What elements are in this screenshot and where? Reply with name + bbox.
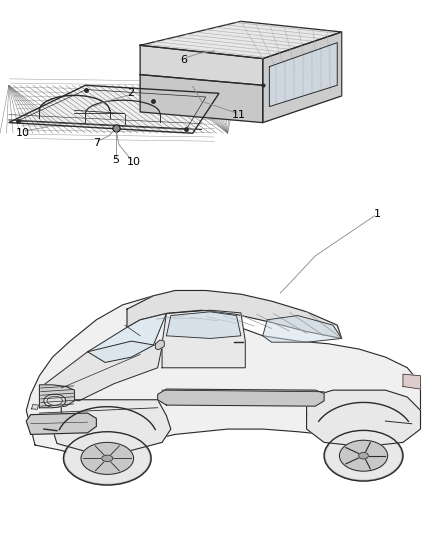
Ellipse shape: [64, 432, 151, 485]
Polygon shape: [39, 385, 74, 408]
Polygon shape: [166, 312, 241, 338]
Polygon shape: [155, 340, 164, 350]
Polygon shape: [44, 341, 162, 401]
Polygon shape: [140, 45, 263, 85]
Polygon shape: [403, 374, 420, 389]
Polygon shape: [53, 400, 171, 452]
Polygon shape: [140, 75, 263, 123]
Polygon shape: [140, 21, 342, 59]
Ellipse shape: [359, 453, 368, 459]
Text: 2: 2: [127, 88, 134, 98]
Ellipse shape: [326, 433, 401, 479]
Text: 1: 1: [374, 209, 381, 219]
Ellipse shape: [324, 431, 403, 481]
Text: 6: 6: [180, 55, 187, 64]
Polygon shape: [263, 32, 342, 123]
Polygon shape: [307, 390, 420, 447]
Ellipse shape: [339, 440, 388, 471]
Text: 7: 7: [93, 138, 100, 148]
Polygon shape: [269, 43, 337, 107]
Ellipse shape: [66, 434, 149, 483]
Polygon shape: [32, 405, 39, 409]
Ellipse shape: [102, 455, 113, 462]
Polygon shape: [127, 290, 342, 338]
Ellipse shape: [81, 442, 134, 474]
Polygon shape: [26, 296, 420, 456]
Text: 10: 10: [16, 128, 30, 138]
Text: 11: 11: [232, 110, 246, 120]
Polygon shape: [162, 310, 245, 368]
Text: 10: 10: [127, 157, 141, 167]
Polygon shape: [158, 389, 324, 406]
Ellipse shape: [44, 394, 66, 407]
Polygon shape: [9, 85, 219, 133]
Polygon shape: [263, 316, 342, 342]
Text: 5: 5: [113, 156, 120, 165]
Polygon shape: [26, 413, 96, 434]
Polygon shape: [88, 313, 166, 362]
